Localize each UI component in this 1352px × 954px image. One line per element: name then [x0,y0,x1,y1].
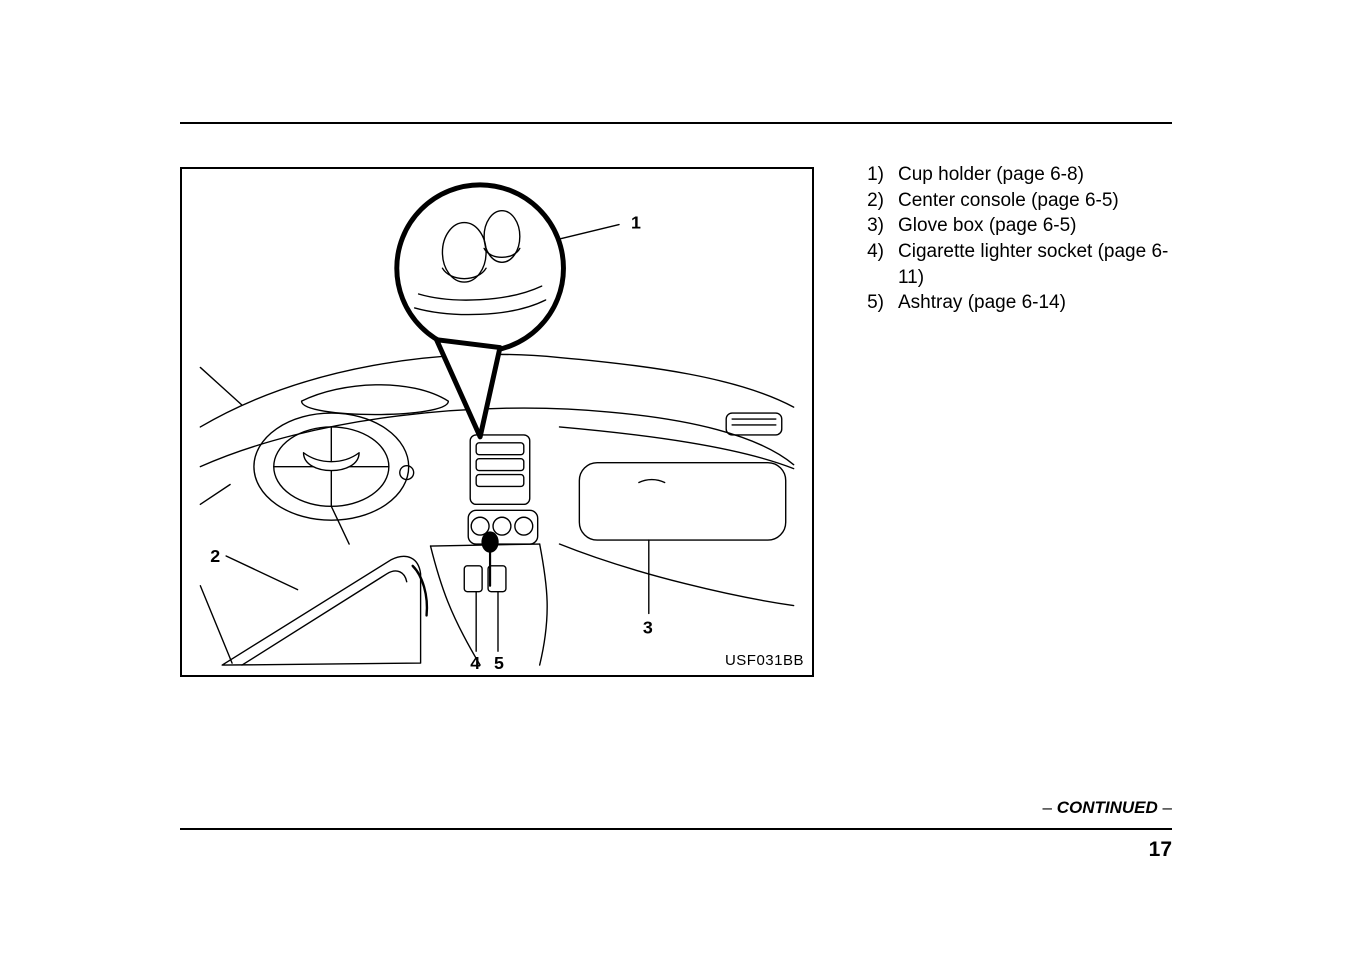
top-rule [180,122,1172,124]
legend-item: 1) Cup holder (page 6-8) [848,162,1173,188]
legend-num: 3) [848,213,898,239]
legend-text: Cup holder (page 6-8) [898,162,1173,188]
legend-num: 5) [848,290,898,316]
legend-item: 4) Cigarette lighter socket (page 6-11) [848,239,1173,290]
continued-marker: – CONTINUED – [1043,798,1172,818]
legend-num: 1) [848,162,898,188]
callout-3-label: 3 [643,617,653,637]
legend-text: Ashtray (page 6-14) [898,290,1173,316]
legend-text: Glove box (page 6-5) [898,213,1173,239]
legend-item: 2) Center console (page 6-5) [848,188,1173,214]
dash: – [1163,798,1172,817]
continued-word: CONTINUED [1057,798,1158,817]
dashboard-figure: 1 2 3 4 5 USF031BB [180,167,814,677]
callout-5-label: 5 [494,653,504,673]
callout-2-label: 2 [210,546,220,566]
legend-item: 5) Ashtray (page 6-14) [848,290,1173,316]
page-number: 17 [1149,838,1172,862]
legend-item: 3) Glove box (page 6-5) [848,213,1173,239]
legend-text: Cigarette lighter socket (page 6-11) [898,239,1173,290]
dashboard-line-art: 1 2 3 4 5 [182,169,812,675]
figure-code: USF031BB [725,652,804,669]
figure-legend: 1) Cup holder (page 6-8) 2) Center conso… [848,162,1173,316]
legend-text: Center console (page 6-5) [898,188,1173,214]
bottom-rule [180,828,1172,830]
dash: – [1043,798,1052,817]
legend-num: 2) [848,188,898,214]
manual-page: 1 2 3 4 5 USF031BB 1) Cup holder (page 6… [0,0,1352,954]
callout-4-label: 4 [470,653,480,673]
legend-num: 4) [848,239,898,265]
callout-1-label: 1 [631,213,641,233]
